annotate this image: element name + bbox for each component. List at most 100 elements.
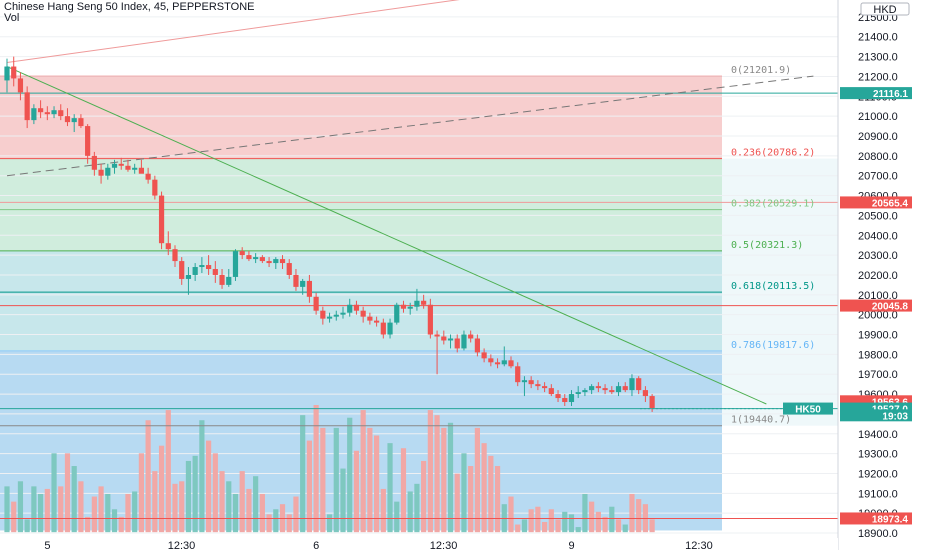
- fib-zone: [0, 158, 722, 210]
- volume-bar: [145, 420, 151, 533]
- volume-bar: [313, 404, 319, 533]
- candle: [636, 378, 642, 391]
- volume-bar: [427, 410, 433, 533]
- price-tag: [840, 299, 912, 312]
- price-tick-label: 20500.0: [858, 210, 898, 222]
- candle: [300, 280, 306, 287]
- volume-bar: [400, 448, 407, 533]
- volume-bar: [306, 440, 312, 533]
- candle: [615, 386, 622, 393]
- volume-bar: [494, 466, 501, 533]
- volume-bar: [192, 455, 198, 533]
- volume-bar: [158, 445, 165, 533]
- volume-label: Vol: [4, 12, 20, 24]
- volume-bar: [575, 527, 581, 533]
- volume-bar: [85, 516, 91, 533]
- volume-bar: [98, 486, 104, 533]
- candle: [71, 118, 77, 123]
- price-tick-label: 19400.0: [858, 429, 898, 441]
- candle: [165, 243, 171, 250]
- fib-level-label: 0.786(19817.6): [731, 340, 815, 351]
- candle: [562, 398, 568, 403]
- volume-bar: [407, 491, 413, 533]
- candle: [259, 257, 265, 262]
- fib-level-label: 0.236(20786.2): [731, 148, 815, 159]
- candle: [542, 386, 548, 389]
- volume-bar: [333, 427, 339, 533]
- trendline[interactable]: [6, 75, 814, 177]
- candle: [85, 126, 91, 156]
- price-tag: [840, 87, 912, 100]
- volume-bar: [595, 511, 601, 533]
- volume-bar: [589, 501, 595, 533]
- volume-bar: [481, 443, 487, 533]
- candle: [461, 334, 467, 349]
- volume-bar: [138, 453, 144, 533]
- candle: [326, 316, 333, 319]
- candle: [622, 386, 628, 391]
- price-tick-label: 20300.0: [858, 250, 898, 262]
- fib-zone: [0, 250, 722, 293]
- volume-bar: [629, 494, 635, 533]
- candle: [24, 92, 30, 121]
- volume-bar: [488, 455, 494, 533]
- candle: [602, 388, 608, 391]
- candle: [192, 267, 198, 275]
- price-tag-label: 18973.4: [872, 514, 909, 525]
- candle: [414, 300, 420, 307]
- fib-zone: [0, 209, 722, 251]
- candle: [286, 263, 292, 275]
- volume-bar: [414, 483, 420, 533]
- volume-bar: [199, 420, 205, 533]
- candle: [313, 296, 319, 311]
- fib-extension: [722, 158, 838, 426]
- candlesticks: [4, 56, 655, 412]
- candle: [138, 167, 144, 174]
- candle: [145, 173, 151, 180]
- volume-bar: [508, 496, 514, 533]
- candle: [421, 300, 427, 305]
- candle: [64, 116, 71, 123]
- volume-bar: [615, 519, 622, 533]
- volume-bar: [64, 453, 71, 533]
- candle: [320, 310, 326, 319]
- candle: [555, 394, 561, 399]
- candle: [642, 390, 648, 397]
- volume-bar: [11, 501, 17, 533]
- volume-bar: [555, 519, 561, 533]
- volume-bar: [24, 519, 30, 533]
- time-axis: 5 12:30 6 12:30 9 12:30: [0, 538, 838, 550]
- candle: [105, 167, 111, 176]
- candle: [568, 394, 575, 403]
- volume-bar: [125, 494, 131, 533]
- time-tick-label: 6: [313, 540, 319, 550]
- candle: [239, 251, 245, 256]
- candle: [266, 261, 272, 264]
- volume-bar: [622, 524, 628, 533]
- candle: [172, 249, 178, 262]
- volume-bar: [434, 415, 440, 533]
- candle: [347, 304, 353, 313]
- volume-bar: [582, 494, 588, 533]
- price-tag: [840, 196, 912, 209]
- price-tick-label: 21000.0: [858, 111, 898, 123]
- trendlines[interactable]: [6, 0, 814, 405]
- volume-bar: [71, 466, 77, 533]
- trendline[interactable]: [6, 66, 767, 405]
- candle: [501, 360, 507, 365]
- volume-bars: [4, 404, 655, 533]
- volume-bar: [548, 509, 554, 533]
- volume-bar: [320, 427, 326, 533]
- candle: [38, 108, 44, 113]
- volume-bar: [179, 481, 185, 533]
- trendline[interactable]: [6, 0, 477, 64]
- candle: [353, 304, 360, 311]
- time-tick-label: 12:30: [168, 540, 196, 550]
- volume-bar: [542, 521, 548, 533]
- price-tick-label: 20400.0: [858, 230, 898, 242]
- candle: [199, 265, 205, 268]
- candle: [306, 280, 312, 297]
- volume-bar: [219, 471, 225, 533]
- volume-bar: [441, 427, 447, 533]
